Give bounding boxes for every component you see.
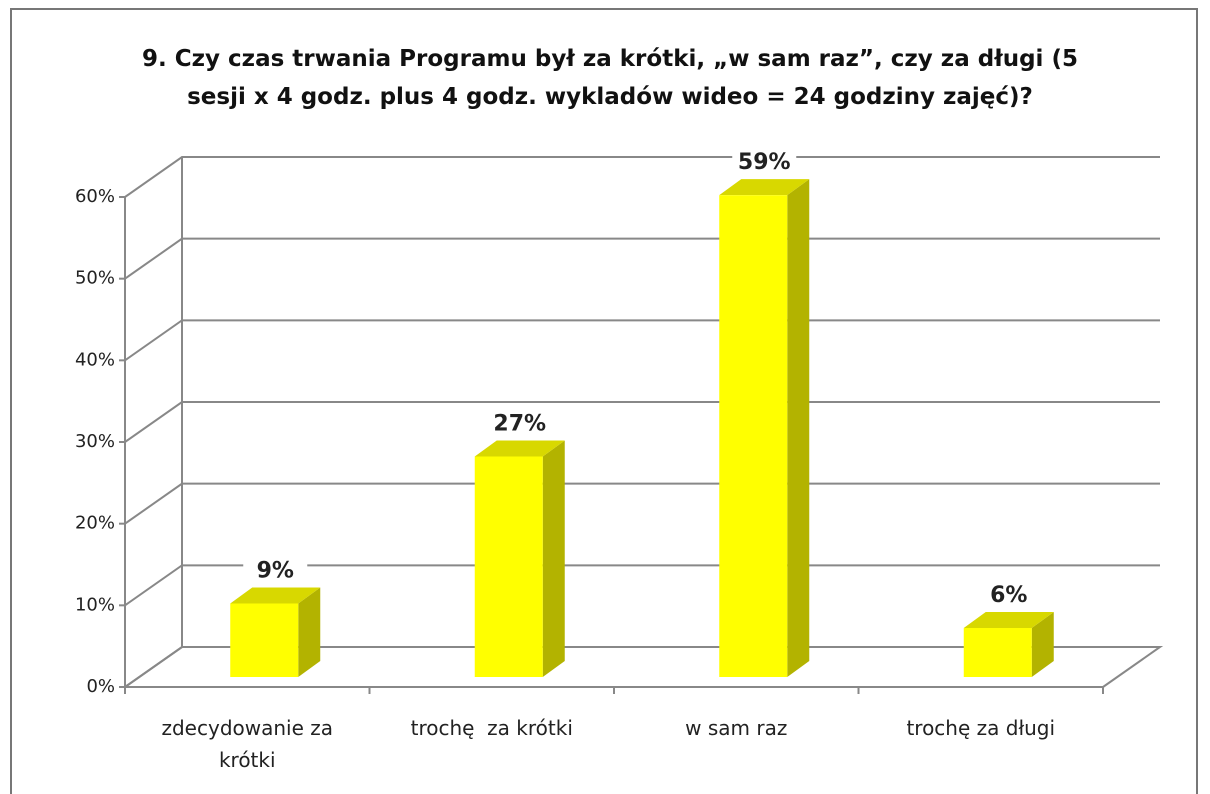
- y-tick-label: 60%: [75, 186, 115, 207]
- grid-line: [124, 319, 1160, 362]
- grid-line: [124, 482, 1160, 525]
- y-tick-label: 40%: [75, 349, 115, 370]
- chart-border: [10, 8, 1198, 794]
- x-tick-label: w sam raz: [685, 716, 788, 740]
- bar-side: [298, 587, 321, 677]
- x-tick-label: zdecydowanie za krótki: [161, 716, 340, 772]
- grid-line: [124, 156, 1160, 198]
- bar-top: [963, 612, 1054, 628]
- x-tick-label: trochę za długi: [906, 716, 1056, 740]
- bar-top: [474, 440, 565, 457]
- bar-side: [542, 440, 565, 677]
- bar-top: [719, 179, 810, 196]
- y-tick-label: 10%: [75, 594, 115, 615]
- bar: [474, 456, 543, 677]
- value-label: 59%: [738, 150, 791, 175]
- chart-title: 9. Czy czas trwania Programu był za krót…: [142, 46, 1078, 110]
- bar: [719, 195, 788, 677]
- value-label-bg: [976, 581, 1041, 611]
- value-label: 9%: [257, 559, 294, 584]
- grid-line: [124, 237, 1160, 280]
- bar: [230, 603, 299, 677]
- y-tick-label: 0%: [86, 676, 115, 697]
- y-tick-label: 50%: [75, 268, 115, 289]
- value-label-bg: [732, 148, 797, 179]
- y-tick-label: 30%: [75, 431, 115, 452]
- bar-side: [787, 179, 810, 677]
- grid-line: [124, 564, 1160, 607]
- value-label-bg: [243, 556, 308, 587]
- grid-line: [124, 401, 1160, 443]
- y-tick-label: 20%: [75, 513, 115, 534]
- bar: [963, 628, 1032, 677]
- value-label: 27%: [493, 412, 546, 437]
- bar-side: [1031, 612, 1054, 677]
- bar-top: [230, 587, 321, 604]
- value-label-bg: [487, 409, 552, 440]
- value-label: 6%: [990, 583, 1027, 608]
- grid-line: [124, 646, 1160, 688]
- x-tick-label: trochę za krótki: [410, 716, 573, 740]
